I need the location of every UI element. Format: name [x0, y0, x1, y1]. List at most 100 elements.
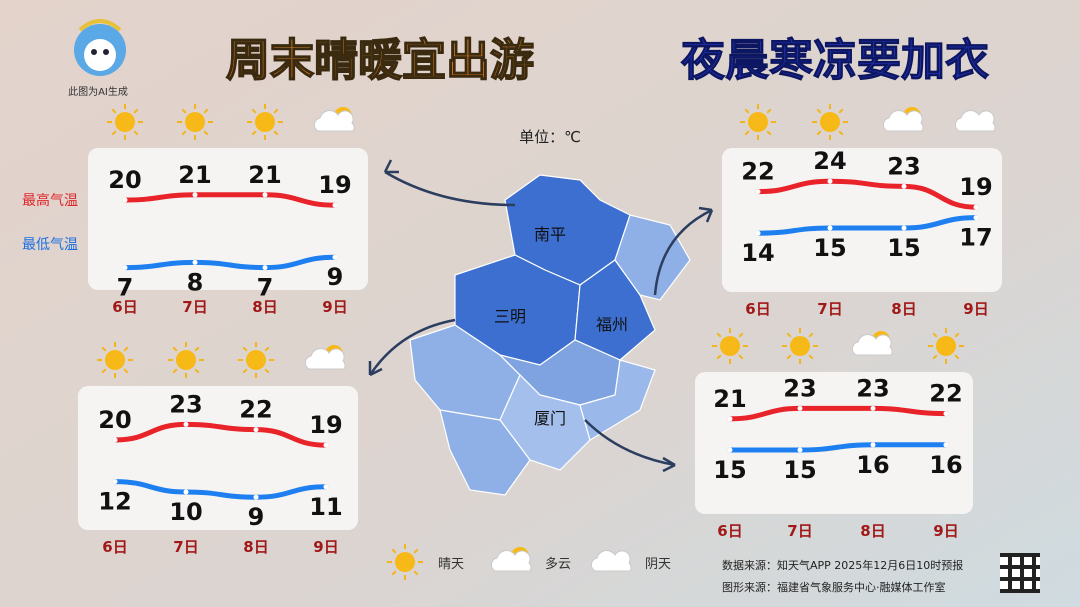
high-point [323, 442, 329, 448]
qr-cell [1032, 589, 1036, 593]
qr-cell [1020, 577, 1024, 581]
low-point [755, 230, 761, 236]
day-label: 7日 [173, 538, 198, 556]
unit: 单位：℃ [519, 128, 581, 146]
high-value: 22 [239, 396, 272, 424]
high-value: 23 [887, 152, 920, 180]
cloud-icon [851, 331, 893, 356]
qr-cell [1032, 561, 1036, 565]
sun-ray [954, 354, 960, 360]
high-point [332, 202, 338, 208]
weather-legend-label: 多云 [545, 556, 571, 572]
qr-cell [1032, 577, 1036, 581]
sun-ray [744, 108, 750, 114]
sun-ray [391, 548, 397, 554]
ai-note: 此图为AI生成 [68, 85, 128, 98]
sun-icon [247, 104, 283, 140]
panel [88, 148, 368, 290]
sun-icon [387, 544, 423, 580]
cloud-icon [304, 345, 346, 370]
qr-cell [1008, 553, 1012, 557]
qr-cell [1008, 577, 1012, 581]
day-label: 9日 [313, 538, 338, 556]
high-line [122, 192, 338, 208]
sun-ray [251, 108, 257, 114]
sun-disc [820, 112, 840, 132]
qr-cell [1000, 589, 1004, 593]
qr-cell [1012, 553, 1016, 557]
qr-cell [1032, 565, 1036, 569]
day-label: 8日 [891, 300, 916, 318]
region [439, 409, 531, 496]
sun-ray [838, 130, 844, 136]
weather-legend-label: 阴天 [645, 557, 671, 572]
qr-cell [1024, 565, 1028, 569]
sun-ray [264, 368, 270, 374]
sun-ray [738, 332, 744, 338]
high-value: 22 [741, 158, 774, 186]
qr-cell [1032, 557, 1036, 561]
cloud-icon [313, 107, 355, 132]
sun-ray [954, 332, 960, 338]
cloud [590, 550, 632, 572]
low-value: 15 [887, 234, 920, 262]
high-value: 23 [856, 374, 889, 402]
qr-cell [1008, 573, 1012, 577]
low-value: 16 [856, 451, 889, 479]
qr-cell [1016, 577, 1020, 581]
region [579, 359, 656, 441]
cloud-icon [882, 107, 924, 132]
sun-ray [816, 130, 822, 136]
sun-ray [391, 570, 397, 576]
qr-cell [1020, 585, 1024, 589]
high-value: 22 [929, 380, 962, 408]
sun-disc [105, 350, 125, 370]
day-label: 6日 [102, 538, 127, 556]
high-point [262, 192, 268, 198]
qr-cell [1028, 553, 1032, 557]
sun-disc [255, 112, 275, 132]
qr-cell [1008, 589, 1012, 593]
title-left: 周末晴暖宜出游 [226, 35, 534, 86]
low-point [901, 225, 907, 231]
cloud [313, 110, 355, 132]
low-point [797, 447, 803, 453]
sun-ray [273, 130, 279, 136]
low-value: 7 [117, 274, 134, 302]
qr-cell [1036, 577, 1040, 581]
qr-cell [1036, 589, 1040, 593]
qr-cell [1008, 565, 1012, 569]
qr-cell [1020, 589, 1024, 593]
arrow [368, 318, 456, 376]
source: 数据来源：知天气APP 2025年12月6日10时预报 图形来源：福建省气象服务… [722, 558, 963, 594]
low-label: 最低气温 [22, 237, 78, 253]
sun-ray [111, 108, 117, 114]
fujian-map [409, 174, 691, 496]
sun-ray [172, 368, 178, 374]
high-value: 23 [169, 390, 202, 418]
qr-cell [1008, 557, 1012, 561]
qr-cell [1000, 565, 1004, 569]
sun-ray [133, 130, 139, 136]
high-point [943, 411, 949, 417]
low-point [122, 265, 128, 271]
low-value: 8 [187, 268, 204, 296]
cloud [304, 348, 346, 370]
qr-cell [1020, 565, 1024, 569]
qr-code [1000, 553, 1040, 593]
day-label: 8日 [860, 522, 885, 540]
sun-ray [203, 130, 209, 136]
low-point [332, 254, 338, 260]
arrow [384, 170, 516, 207]
qr-cell [1032, 585, 1036, 589]
sun-icon [97, 342, 133, 378]
low-point [943, 442, 949, 448]
sun-disc [115, 112, 135, 132]
weather-legend-label: 晴天 [438, 557, 464, 572]
qr-cell [1032, 581, 1036, 585]
high-value: 21 [178, 161, 211, 189]
qr-cell [1004, 565, 1008, 569]
low-value: 15 [783, 456, 816, 484]
low-value: 14 [741, 239, 774, 267]
